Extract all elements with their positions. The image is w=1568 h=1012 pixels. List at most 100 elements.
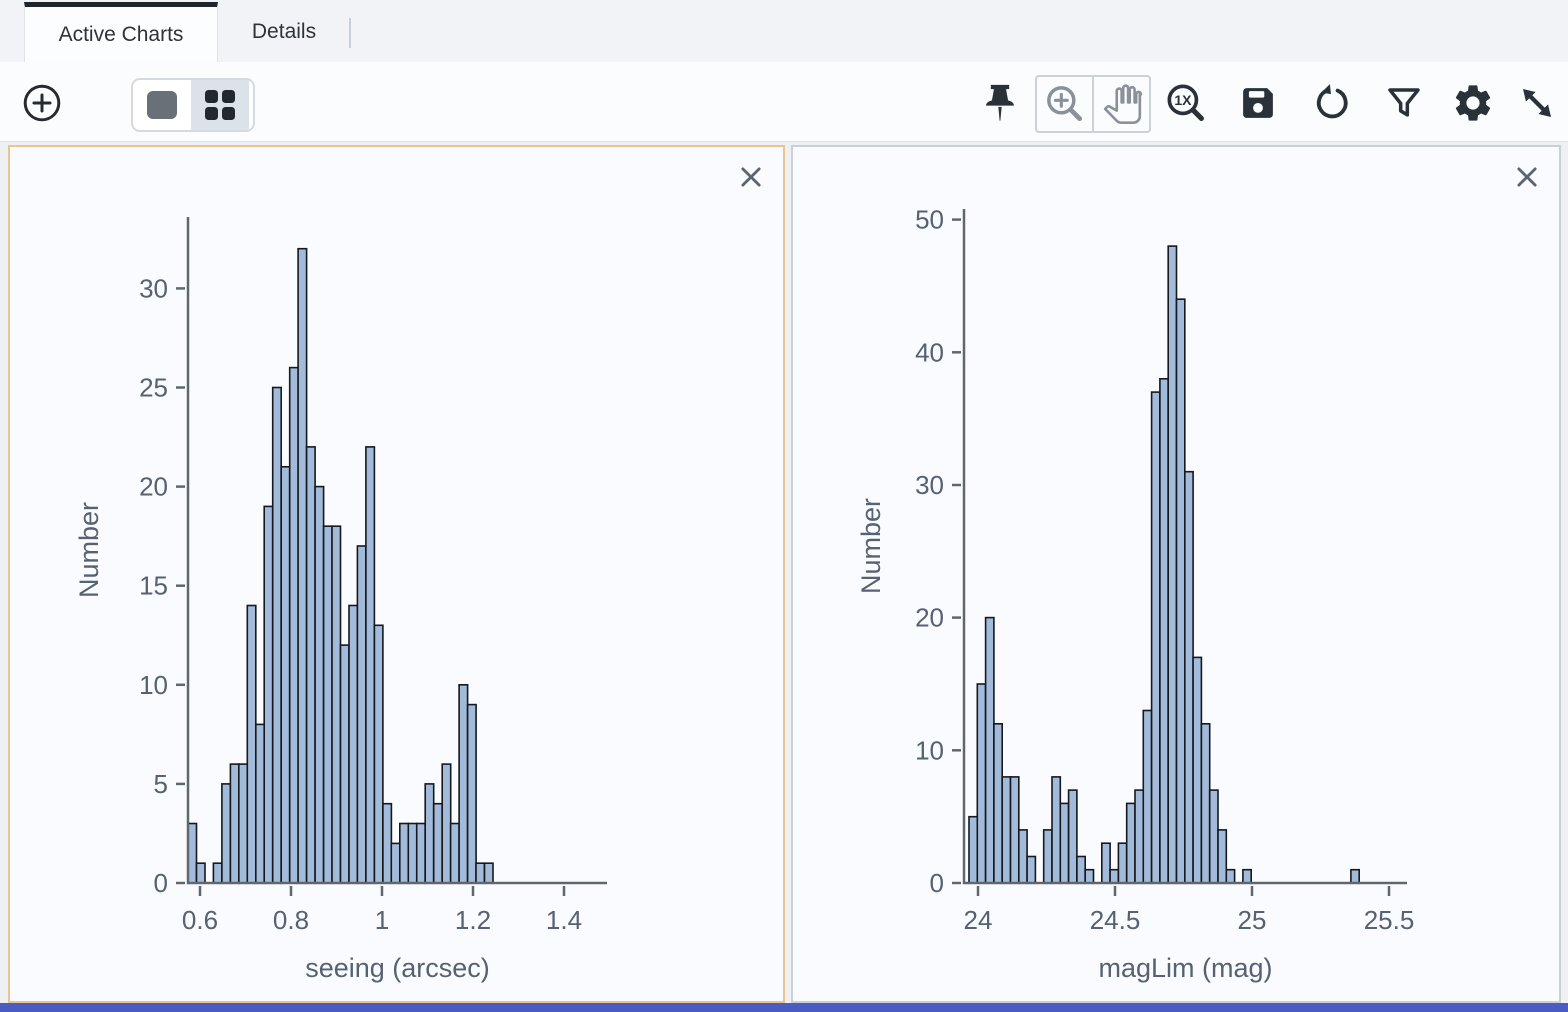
histogram-bar bbox=[968, 815, 979, 884]
histogram-bar bbox=[187, 822, 198, 884]
diagonal-resize-arrow-icon bbox=[1523, 89, 1551, 117]
save-button[interactable] bbox=[1236, 81, 1280, 125]
histogram-bar bbox=[1076, 855, 1086, 884]
histogram-bar bbox=[1084, 868, 1095, 884]
y-tick-label: 10 bbox=[915, 735, 944, 765]
histogram-bar bbox=[1109, 868, 1120, 884]
x-tick-label: 1.4 bbox=[546, 905, 582, 935]
y-tick-label: 40 bbox=[915, 337, 944, 367]
x-tick-label: 0.6 bbox=[182, 905, 218, 935]
tab-details[interactable]: Details bbox=[218, 2, 350, 62]
histogram-bar bbox=[271, 386, 283, 884]
x-tick-label: 24 bbox=[964, 905, 993, 935]
tab-active-charts[interactable]: Active Charts bbox=[24, 2, 218, 62]
close-icon bbox=[741, 167, 761, 187]
histogram-bar bbox=[246, 604, 257, 884]
y-tick-label: 0 bbox=[154, 868, 168, 898]
histogram-bar bbox=[373, 624, 384, 884]
histogram-bar bbox=[305, 446, 316, 884]
gear-icon bbox=[1455, 85, 1491, 121]
y-tick-label: 25 bbox=[139, 373, 168, 403]
y-tick-label: 20 bbox=[915, 603, 944, 633]
histogram-bar bbox=[297, 247, 308, 884]
y-tick-label: 50 bbox=[915, 205, 944, 235]
close-chart-button[interactable] bbox=[1512, 162, 1542, 192]
histogram-bar bbox=[331, 525, 342, 884]
zoom-in-button[interactable] bbox=[1037, 77, 1092, 131]
histogram-bar bbox=[1217, 829, 1228, 884]
histogram-bar bbox=[432, 802, 444, 884]
histogram-bar bbox=[1142, 709, 1153, 884]
histogram-bar bbox=[195, 862, 206, 884]
pan-button[interactable] bbox=[1092, 77, 1149, 131]
histogram-bar bbox=[1167, 245, 1178, 884]
seeing-histogram-plot[interactable]: 0.6 0.8 1 1.2 1.4 0 5 10 15 20 25 30 seeing (arcsec)… bbox=[10, 147, 783, 1001]
hand-icon bbox=[1103, 84, 1142, 125]
histogram-bar bbox=[322, 525, 333, 884]
histogram-bar bbox=[1225, 868, 1236, 884]
tab-active-charts-label: Active Charts bbox=[58, 22, 184, 46]
histogram-bar bbox=[1192, 656, 1203, 884]
y-tick-label: 0 bbox=[930, 868, 944, 898]
histogram-bar bbox=[1242, 868, 1252, 884]
tab-bar: Active Charts Details bbox=[0, 0, 1568, 63]
histogram-bar bbox=[449, 822, 460, 884]
chart-toolbar: 1X bbox=[0, 62, 1568, 142]
histogram-bar bbox=[1117, 842, 1128, 884]
single-panel-icon bbox=[147, 91, 177, 119]
y-tick-label: 30 bbox=[139, 273, 168, 303]
histogram-bar bbox=[984, 616, 995, 884]
refresh-button[interactable] bbox=[1310, 81, 1354, 125]
grid-2x2-icon bbox=[205, 90, 235, 120]
layout-grid-button[interactable] bbox=[191, 80, 249, 130]
histogram-bar bbox=[263, 505, 274, 884]
axis-lines bbox=[186, 217, 607, 885]
magnifier-1x-icon: 1X bbox=[1167, 84, 1204, 121]
histogram-bar bbox=[1001, 776, 1012, 884]
histogram-bar bbox=[314, 485, 325, 884]
histogram-bar bbox=[483, 862, 494, 884]
histogram-bar bbox=[1183, 470, 1194, 884]
pin-icon bbox=[986, 84, 1014, 121]
y-tick-label: 5 bbox=[154, 769, 168, 799]
histogram-bar bbox=[1159, 378, 1169, 884]
pin-button[interactable] bbox=[978, 79, 1022, 127]
zoom-pan-toggle-group bbox=[1035, 75, 1151, 133]
zoom-original-button[interactable]: 1X bbox=[1164, 81, 1208, 125]
histogram-bar bbox=[339, 644, 350, 884]
x-tick-label: 24.5 bbox=[1090, 905, 1141, 935]
histogram-bar bbox=[441, 763, 452, 884]
histogram-bar bbox=[1150, 391, 1161, 884]
floppy-disk-icon bbox=[1243, 88, 1273, 118]
histogram-bar bbox=[1350, 868, 1361, 884]
histogram-bar bbox=[976, 683, 987, 884]
layout-single-button[interactable] bbox=[133, 80, 191, 130]
histogram-bar bbox=[415, 822, 427, 884]
histogram-bar bbox=[348, 604, 359, 884]
x-tick-label: 25.5 bbox=[1364, 905, 1415, 935]
rotate-arrow-icon bbox=[1316, 84, 1348, 119]
add-chart-button[interactable] bbox=[20, 81, 64, 125]
filter-button[interactable] bbox=[1382, 81, 1426, 125]
histogram-bar bbox=[1100, 842, 1111, 884]
svg-text:1X: 1X bbox=[1174, 92, 1192, 108]
x-tick-label: 0.8 bbox=[273, 905, 309, 935]
plus-circle-icon bbox=[23, 84, 61, 122]
settings-button[interactable] bbox=[1451, 81, 1495, 125]
expand-button[interactable] bbox=[1515, 81, 1559, 125]
chart-panel-maglim: 24 24.5 25 25.5 0 10 20 30 40 50 magLim (mag) Numbe… bbox=[791, 145, 1561, 1003]
histogram-bar bbox=[238, 763, 249, 884]
bottom-accent-bar bbox=[0, 1003, 1568, 1012]
histogram-bar bbox=[1018, 829, 1028, 884]
histogram-bar bbox=[407, 822, 418, 884]
chart-panel-seeing: 0.6 0.8 1 1.2 1.4 0 5 10 15 20 25 30 seeing (arcsec)… bbox=[8, 145, 785, 1003]
histogram-bar bbox=[221, 783, 232, 884]
y-tick-label: 30 bbox=[915, 470, 944, 500]
tab-separator bbox=[349, 18, 351, 48]
histogram-bar bbox=[1200, 722, 1211, 884]
maglim-histogram-plot[interactable]: 24 24.5 25 25.5 0 10 20 30 40 50 magLim (mag) Numbe… bbox=[793, 147, 1559, 1001]
close-chart-button[interactable] bbox=[736, 162, 766, 192]
funnel-icon bbox=[1388, 88, 1420, 117]
histogram-bar bbox=[255, 723, 266, 884]
histogram-bar bbox=[1125, 802, 1136, 884]
